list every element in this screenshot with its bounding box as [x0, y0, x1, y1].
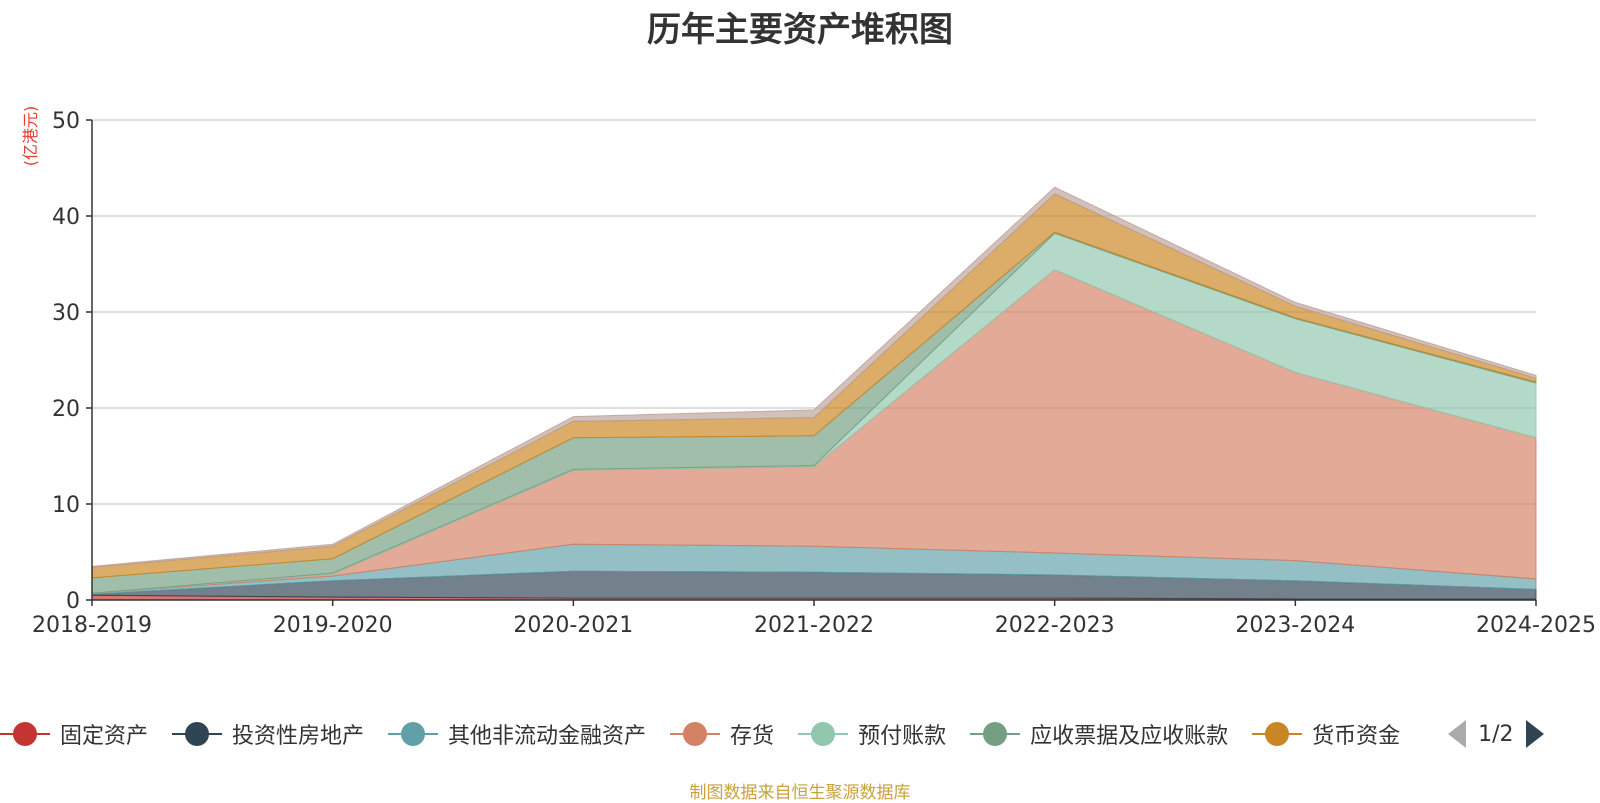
legend-pager: 1/2: [1448, 720, 1544, 748]
legend-label: 投资性房地产: [232, 724, 365, 749]
legend-label: 应收票据及应收账款: [1030, 724, 1229, 749]
y-tick-label: 50: [52, 109, 80, 134]
pager-indicator: 1/2: [1478, 721, 1514, 747]
legend-label: 固定资产: [60, 724, 149, 749]
area-series-7: [91, 186, 1537, 568]
legend-item-1[interactable]: 投资性房地产: [172, 718, 364, 750]
x-tick-label: 2023-2024: [1235, 613, 1355, 638]
legend-label: 货币资金: [1312, 724, 1401, 749]
legend-marker-icon: [1252, 722, 1303, 746]
legend-item-4[interactable]: 预付账款: [798, 718, 946, 750]
legend-label: 预付账款: [858, 724, 947, 749]
x-tick-label: 2019-2020: [273, 613, 393, 638]
legend-label: 其他非流动金融资产: [448, 724, 647, 749]
chart-title: 历年主要资产堆积图: [647, 10, 953, 50]
legend-marker-icon: [970, 722, 1021, 746]
x-tick-label: 2021-2022: [754, 613, 874, 638]
legend-item-6[interactable]: 货币资金: [1252, 718, 1400, 750]
legend-marker-icon: [670, 722, 721, 746]
y-tick-label: 10: [52, 493, 80, 518]
y-tick-label: 40: [52, 205, 80, 230]
y-tick-label: 20: [52, 397, 80, 422]
source-note: 制图数据来自恒生聚源数据库: [689, 783, 911, 803]
legend-items: 固定资产 投资性房地产 其他非流动金融资产 存货 预付账款 应收票据及应收账款 货币资金: [0, 718, 1424, 750]
legend-label: 存货: [730, 724, 775, 749]
legend-marker-icon: [798, 722, 849, 746]
stacked-areas: [91, 186, 1537, 601]
x-tick-label: 2022-2023: [995, 613, 1115, 638]
x-tick-label: 2018-2019: [32, 613, 152, 638]
legend-item-3[interactable]: 存货: [670, 718, 774, 750]
y-axis-label: (亿港元): [21, 106, 40, 167]
pager-prev-icon[interactable]: [1448, 720, 1467, 748]
pager-next-icon[interactable]: [1525, 720, 1544, 748]
axes: 0 10 20 30 40 50 2018-2019 2019-2020 2020-2021 20…: [32, 109, 1596, 638]
legend: 固定资产 投资性房地产 其他非流动金融资产 存货 预付账款 应收票据及应收账款 货币资金 1…: [0, 714, 1600, 754]
legend-marker-icon: [0, 722, 50, 746]
legend-marker-icon: [172, 722, 223, 746]
y-tick-label: 0: [66, 589, 80, 614]
legend-marker-icon: [388, 722, 439, 746]
legend-item-0[interactable]: 固定资产: [0, 718, 148, 750]
legend-item-5[interactable]: 应收票据及应收账款: [970, 718, 1228, 750]
y-tick-label: 30: [52, 301, 80, 326]
x-tick-label: 2024-2025: [1476, 613, 1596, 638]
x-tick-label: 2020-2021: [513, 613, 633, 638]
legend-item-2[interactable]: 其他非流动金融资产: [388, 718, 646, 750]
